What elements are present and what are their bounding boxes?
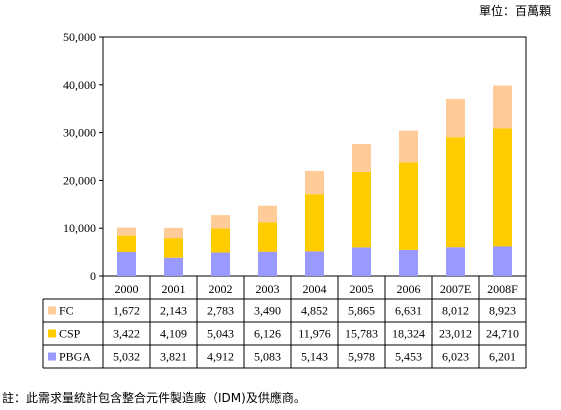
bar-pbga-2001 <box>164 257 183 276</box>
bar-csp-2006 <box>399 162 418 250</box>
data-label-csp-2008f: 24,710 <box>486 327 519 341</box>
bar-pbga-2008f <box>493 246 512 276</box>
data-label-csp-2002: 5,043 <box>207 327 234 341</box>
bar-csp-2005 <box>352 171 371 248</box>
legend-label-pbga: PBGA <box>59 350 91 364</box>
bar-fc-2006 <box>399 130 418 163</box>
bar-csp-2001 <box>164 238 183 258</box>
data-label-pbga-2004: 5,143 <box>301 350 328 364</box>
data-label-fc-2004: 4,852 <box>301 304 328 318</box>
bar-pbga-2003 <box>258 251 277 276</box>
data-label-pbga-2005: 5,978 <box>348 350 375 364</box>
legend-key-pbga <box>48 352 56 361</box>
bar-csp-2003 <box>258 222 277 252</box>
unit-label: 單位：百萬顆 <box>478 4 551 18</box>
y-tick-label: 30,000 <box>63 126 96 140</box>
legend-label-csp: CSP <box>59 327 81 341</box>
data-label-fc-2005: 5,865 <box>348 304 375 318</box>
x-tick-label-2000: 2000 <box>115 282 139 296</box>
x-tick-label-2004: 2004 <box>303 282 327 296</box>
data-label-pbga-2003: 5,083 <box>254 350 281 364</box>
x-tick-label-2001: 2001 <box>162 282 186 296</box>
y-tick-label: 0 <box>90 269 96 283</box>
footnote: 註：此需求量統計包含整合元件製造廠（IDM)及供應商。 <box>2 391 306 405</box>
bar-csp-2007e <box>446 137 465 248</box>
data-label-pbga-2008f: 6,201 <box>489 350 516 364</box>
legend-key-fc <box>48 306 56 315</box>
bar-fc-2002 <box>211 215 230 229</box>
x-tick-label-2005: 2005 <box>350 282 374 296</box>
data-label-fc-2001: 2,143 <box>160 304 187 318</box>
bar-fc-2003 <box>258 205 277 223</box>
x-tick-label-2007e: 2007E <box>440 282 471 296</box>
data-label-fc-2008f: 8,923 <box>489 304 516 318</box>
bar-pbga-2006 <box>399 249 418 276</box>
data-label-csp-2001: 4,109 <box>160 327 187 341</box>
data-label-pbga-2007e: 6,023 <box>442 350 469 364</box>
legend-label-fc: FC <box>59 304 74 318</box>
legend-key-csp <box>48 329 56 338</box>
bar-pbga-2007e <box>446 247 465 276</box>
bar-pbga-2005 <box>352 247 371 276</box>
bar-pbga-2002 <box>211 252 230 276</box>
bar-fc-2004 <box>305 170 324 195</box>
bar-fc-2007e <box>446 98 465 138</box>
data-label-csp-2003: 6,126 <box>254 327 281 341</box>
y-tick-label: 50,000 <box>63 30 96 44</box>
bar-fc-2001 <box>164 227 183 239</box>
y-tick-label: 20,000 <box>63 173 96 187</box>
y-tick-label: 10,000 <box>63 221 96 235</box>
bar-csp-2008f <box>493 128 512 247</box>
data-label-fc-2007e: 8,012 <box>442 304 469 318</box>
bar-csp-2004 <box>305 194 324 252</box>
x-tick-label-2002: 2002 <box>209 282 233 296</box>
bar-pbga-2004 <box>305 251 324 276</box>
data-label-csp-2007e: 23,012 <box>439 327 472 341</box>
data-label-fc-2000: 1,672 <box>113 304 140 318</box>
data-label-csp-2005: 15,783 <box>345 327 378 341</box>
x-tick-label-2008f: 2008F <box>487 282 518 296</box>
data-label-csp-2006: 18,324 <box>392 327 425 341</box>
bar-fc-2008f <box>493 85 512 129</box>
data-label-pbga-2002: 4,912 <box>207 350 234 364</box>
data-label-fc-2006: 6,631 <box>395 304 422 318</box>
y-tick-label: 40,000 <box>63 78 96 92</box>
x-tick-label-2003: 2003 <box>256 282 280 296</box>
data-label-pbga-2000: 5,032 <box>113 350 140 364</box>
data-label-fc-2003: 3,490 <box>254 304 281 318</box>
data-label-pbga-2001: 3,821 <box>160 350 187 364</box>
bar-fc-2000 <box>117 227 136 236</box>
data-label-csp-2000: 3,422 <box>113 327 140 341</box>
bar-pbga-2000 <box>117 251 136 276</box>
data-label-fc-2002: 2,783 <box>207 304 234 318</box>
bar-csp-2002 <box>211 228 230 253</box>
data-label-pbga-2006: 5,453 <box>395 350 422 364</box>
bar-fc-2005 <box>352 143 371 172</box>
x-tick-label-2006: 2006 <box>397 282 421 296</box>
bar-csp-2000 <box>117 235 136 252</box>
data-label-csp-2004: 11,976 <box>298 327 331 341</box>
